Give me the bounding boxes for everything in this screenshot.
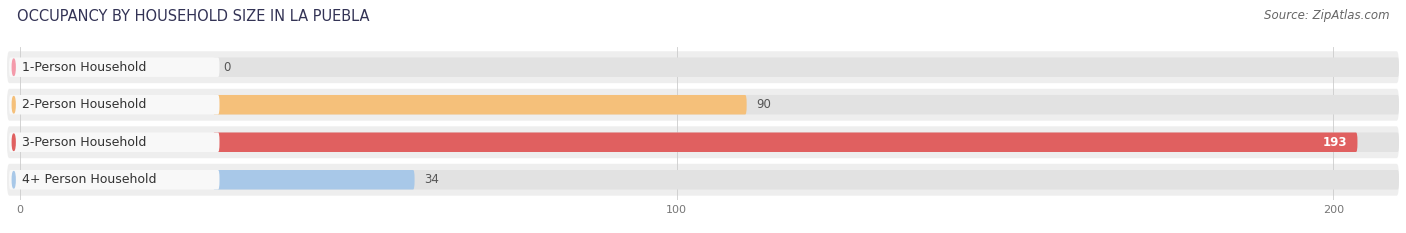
Text: 4+ Person Household: 4+ Person Household <box>21 173 156 186</box>
FancyBboxPatch shape <box>212 170 1399 189</box>
FancyBboxPatch shape <box>8 133 219 152</box>
Text: 0: 0 <box>222 61 231 74</box>
FancyBboxPatch shape <box>212 133 1357 152</box>
FancyBboxPatch shape <box>7 126 1399 158</box>
Text: 193: 193 <box>1323 136 1347 149</box>
FancyBboxPatch shape <box>212 95 1399 114</box>
FancyBboxPatch shape <box>8 170 219 189</box>
Text: 3-Person Household: 3-Person Household <box>21 136 146 149</box>
FancyBboxPatch shape <box>8 95 219 114</box>
FancyBboxPatch shape <box>212 170 415 189</box>
Circle shape <box>13 134 15 151</box>
FancyBboxPatch shape <box>212 95 747 114</box>
Text: 1-Person Household: 1-Person Household <box>21 61 146 74</box>
Circle shape <box>13 59 15 75</box>
FancyBboxPatch shape <box>7 89 1399 121</box>
FancyBboxPatch shape <box>212 58 1399 77</box>
Text: Source: ZipAtlas.com: Source: ZipAtlas.com <box>1264 9 1389 22</box>
Text: 34: 34 <box>425 173 439 186</box>
FancyBboxPatch shape <box>212 133 1399 152</box>
Text: OCCUPANCY BY HOUSEHOLD SIZE IN LA PUEBLA: OCCUPANCY BY HOUSEHOLD SIZE IN LA PUEBLA <box>17 9 370 24</box>
Text: 90: 90 <box>756 98 772 111</box>
Circle shape <box>13 96 15 113</box>
Circle shape <box>13 171 15 188</box>
FancyBboxPatch shape <box>8 58 219 77</box>
FancyBboxPatch shape <box>7 51 1399 83</box>
Text: 2-Person Household: 2-Person Household <box>21 98 146 111</box>
FancyBboxPatch shape <box>7 164 1399 196</box>
